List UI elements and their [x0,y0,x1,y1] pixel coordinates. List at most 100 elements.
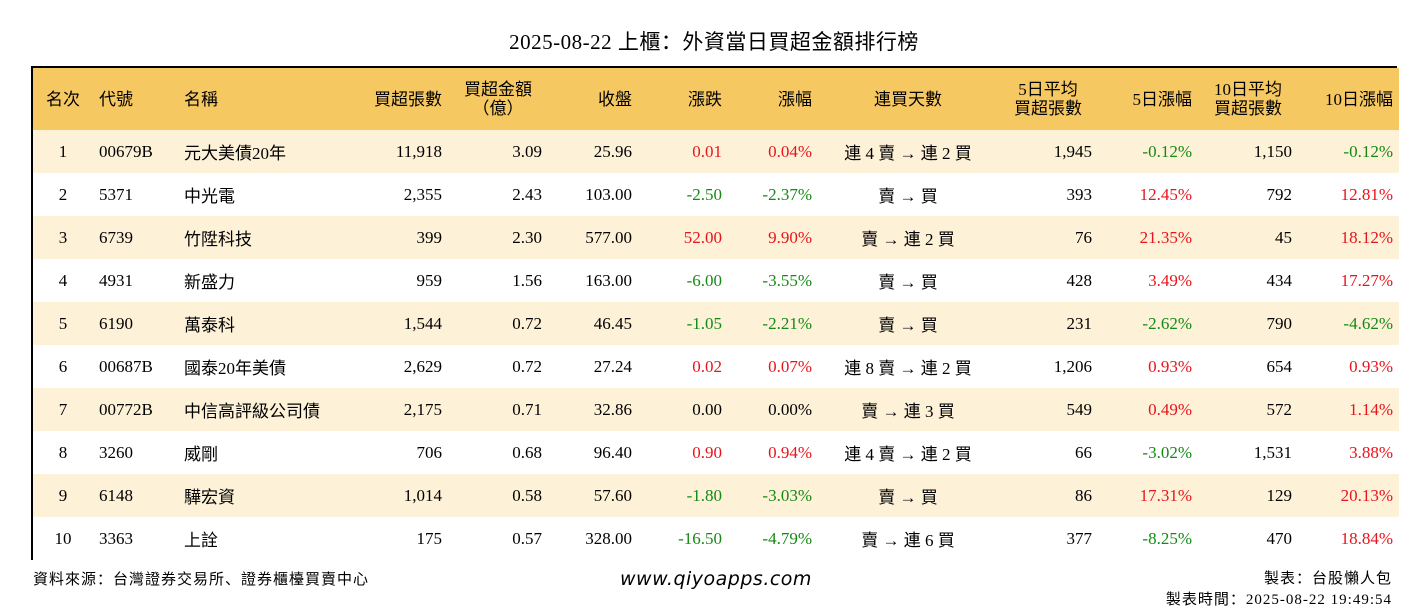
cell-rank: 10 [33,517,93,560]
maker-credit: 製表：台股懶人包 [1263,571,1392,587]
cell-pct: 0.04% [728,130,818,173]
header-buy-amount-line2: （億） [472,99,524,118]
cell-avg5: 1,945 [998,130,1098,173]
cell-rank: 3 [33,216,93,259]
cell-pct5: 21.35% [1098,216,1198,259]
cell-pct5: -8.25% [1098,517,1198,560]
cell-rank: 5 [33,302,93,345]
cell-days: 賣 → 連 3 買 [818,388,998,431]
cell-code: 6148 [93,474,178,517]
cell-change: 0.02 [638,345,728,388]
cell-name: 竹陞科技 [178,216,353,259]
table-row: 9 6148 驊宏資 1,014 0.58 57.60 -1.80 -3.03% 賣 → 買 86… [33,474,1399,517]
header-avg5-line2: 買超張數 [1014,99,1082,118]
cell-days: 賣 → 買 [818,474,998,517]
cell-avg10: 792 [1198,173,1298,216]
cell-rank: 1 [33,130,93,173]
cell-close: 25.96 [548,130,638,173]
cell-avg5: 76 [998,216,1098,259]
cell-code: 3260 [93,431,178,474]
table-row: 1 00679B 元大美債20年 11,918 3.09 25.96 0.01 0.04% 連 … [33,130,1399,173]
data-source: 資料來源：台灣證券交易所、證券櫃檯買賣中心 [33,572,370,588]
cell-close: 57.60 [548,474,638,517]
cell-pct: -3.55% [728,259,818,302]
cell-days: 連 4 賣 → 連 2 買 [818,130,998,173]
cell-buy-amount: 1.56 [448,259,548,302]
table-row: 8 3260 威剛 706 0.68 96.40 0.90 0.94% 連 4 賣 → 連 2 … [33,431,1399,474]
cell-pct: -2.21% [728,302,818,345]
header-name: 名稱 [178,68,353,130]
cell-avg10: 470 [1198,517,1298,560]
cell-close: 96.40 [548,431,638,474]
cell-pct5: 12.45% [1098,173,1198,216]
cell-rank: 6 [33,345,93,388]
header-days: 連買天數 [818,68,998,130]
header-avg10-line1: 10日平均 [1214,80,1282,99]
cell-avg5: 66 [998,431,1098,474]
header-avg5-line1: 5日平均 [1018,80,1078,99]
cell-buy-lots: 2,175 [353,388,448,431]
cell-buy-lots: 706 [353,431,448,474]
table-header-row: 名次 代號 名稱 買超張數 買超金額 （億） 收盤 漲跌 漲幅 連買天數 5日平… [33,68,1399,130]
cell-days: 賣 → 連 6 買 [818,517,998,560]
cell-buy-amount: 0.72 [448,302,548,345]
header-buy-amount: 買超金額 （億） [448,68,548,130]
cell-buy-amount: 0.68 [448,431,548,474]
header-rank: 名次 [33,68,93,130]
cell-pct10: 18.84% [1298,517,1399,560]
cell-buy-lots: 175 [353,517,448,560]
cell-change: 0.01 [638,130,728,173]
cell-pct: -4.79% [728,517,818,560]
cell-pct5: 0.93% [1098,345,1198,388]
table-row: 6 00687B 國泰20年美債 2,629 0.72 27.24 0.02 0.07% 連 8… [33,345,1399,388]
cell-pct5: -0.12% [1098,130,1198,173]
cell-pct10: 18.12% [1298,216,1399,259]
cell-days: 連 4 賣 → 連 2 買 [818,431,998,474]
cell-pct10: -0.12% [1298,130,1399,173]
header-avg5: 5日平均 買超張數 [998,68,1098,130]
cell-code: 00687B [93,345,178,388]
cell-avg5: 549 [998,388,1098,431]
cell-code: 3363 [93,517,178,560]
ranking-table-container: 名次 代號 名稱 買超張數 買超金額 （億） 收盤 漲跌 漲幅 連買天數 5日平… [31,66,1399,560]
cell-name: 中信高評級公司債 [178,388,353,431]
cell-avg5: 377 [998,517,1098,560]
cell-change: -1.05 [638,302,728,345]
cell-pct5: 3.49% [1098,259,1198,302]
cell-avg5: 231 [998,302,1098,345]
cell-buy-lots: 1,014 [353,474,448,517]
header-code: 代號 [93,68,178,130]
cell-avg10: 1,531 [1198,431,1298,474]
cell-close: 103.00 [548,173,638,216]
cell-days: 賣 → 買 [818,302,998,345]
cell-close: 27.24 [548,345,638,388]
cell-change: -2.50 [638,173,728,216]
cell-change: 52.00 [638,216,728,259]
cell-code: 4931 [93,259,178,302]
cell-change: -6.00 [638,259,728,302]
cell-avg5: 393 [998,173,1098,216]
cell-close: 163.00 [548,259,638,302]
cell-close: 32.86 [548,388,638,431]
cell-buy-lots: 2,355 [353,173,448,216]
cell-days: 賣 → 買 [818,259,998,302]
cell-pct10: 17.27% [1298,259,1399,302]
cell-pct10: -4.62% [1298,302,1399,345]
cell-buy-amount: 2.43 [448,173,548,216]
cell-pct10: 0.93% [1298,345,1399,388]
cell-buy-lots: 1,544 [353,302,448,345]
cell-code: 00772B [93,388,178,431]
table-row: 4 4931 新盛力 959 1.56 163.00 -6.00 -3.55% 賣 → 買 428… [33,259,1399,302]
cell-buy-lots: 11,918 [353,130,448,173]
cell-buy-amount: 0.58 [448,474,548,517]
cell-pct: 9.90% [728,216,818,259]
cell-code: 5371 [93,173,178,216]
cell-avg10: 654 [1198,345,1298,388]
cell-code: 00679B [93,130,178,173]
cell-days: 賣 → 買 [818,173,998,216]
cell-avg10: 434 [1198,259,1298,302]
cell-change: -1.80 [638,474,728,517]
cell-code: 6190 [93,302,178,345]
cell-pct: -2.37% [728,173,818,216]
